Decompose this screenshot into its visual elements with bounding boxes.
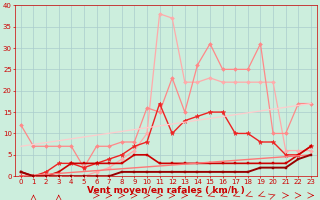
- X-axis label: Vent moyen/en rafales ( km/h ): Vent moyen/en rafales ( km/h ): [87, 186, 245, 195]
